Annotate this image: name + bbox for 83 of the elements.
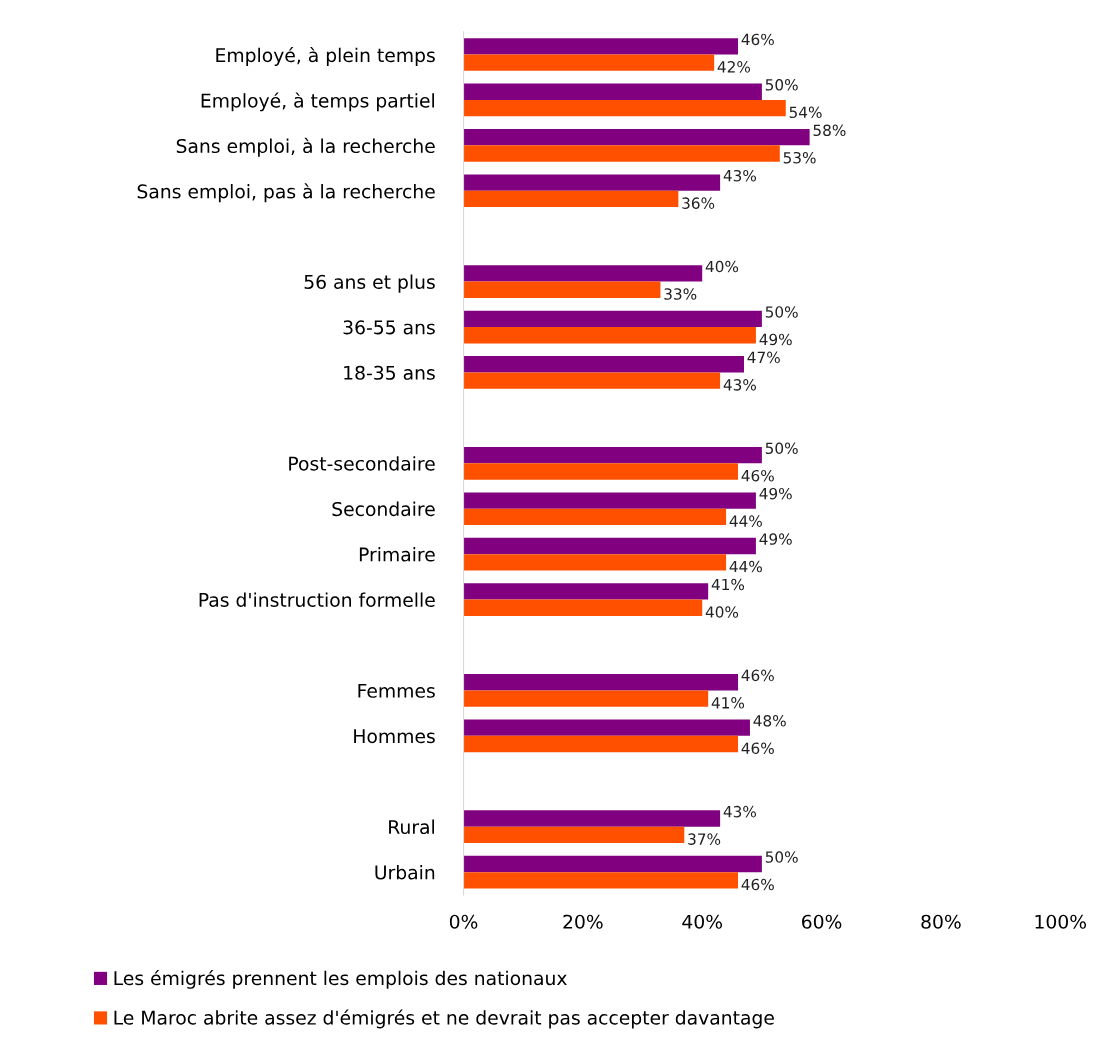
bar [463, 719, 750, 736]
y-tick-label: Rural [389, 819, 434, 835]
bar [463, 356, 744, 373]
y-tick-label: 56 ans et plus [304, 274, 435, 293]
bar [463, 190, 679, 208]
bar [463, 508, 727, 526]
bar [463, 281, 661, 298]
data-label: 46% [741, 469, 774, 482]
data-label: 48% [753, 715, 786, 727]
y-tick-label: Pas d'instruction formelle [199, 592, 435, 607]
y-tick-label: Hommes [354, 729, 435, 744]
y-tick-label: Sans emploi, à la recherche [176, 137, 435, 157]
bar [463, 265, 703, 282]
data-label: 46% [741, 33, 774, 46]
y-tick-label: 18-35 ans [344, 365, 435, 380]
data-label: 47% [747, 351, 780, 364]
bar [463, 174, 721, 191]
y-tick-label: Sans emploi, pas à la recherche [137, 183, 435, 203]
x-tick-label: 0% [449, 914, 478, 929]
data-label: 50% [765, 851, 798, 863]
data-label: 49% [759, 487, 792, 500]
bar [463, 327, 756, 344]
data-label: 44% [729, 515, 762, 527]
bar [463, 145, 780, 162]
data-label: 46% [741, 878, 774, 891]
data-label: 37% [688, 833, 721, 845]
bar [463, 810, 721, 827]
bar [463, 735, 739, 753]
data-label: 33% [664, 288, 697, 300]
bar [463, 537, 756, 555]
data-label: 50% [765, 306, 798, 318]
data-label: 46% [741, 669, 774, 682]
bar [463, 83, 762, 100]
data-label: 41% [711, 697, 745, 709]
bar [463, 128, 810, 146]
bar [463, 54, 715, 71]
y-tick-label: Post-secondaire [289, 456, 435, 471]
bar [463, 872, 739, 889]
data-label: 42% [717, 61, 751, 73]
bar [463, 583, 709, 600]
x-tick-label: 100% [1035, 914, 1087, 929]
legend-label: Le Maroc abrite assez d'émigrés et ne devrait pas accepter davantage [114, 1009, 774, 1029]
data-label: 41% [711, 578, 745, 591]
y-tick-label: Employé, à temps partiel [201, 92, 434, 112]
y-tick-label: 36-55 ans [343, 320, 435, 335]
bar [463, 554, 727, 571]
bar [463, 690, 709, 707]
data-label: 36% [682, 197, 715, 209]
data-label: 44% [729, 560, 762, 573]
bar [463, 463, 739, 480]
data-label: 40% [705, 606, 739, 618]
data-label: 58% [813, 124, 846, 137]
bar [463, 99, 786, 117]
data-label: 46% [741, 742, 774, 755]
bar [463, 446, 762, 464]
x-tick-label: 80% [921, 914, 961, 929]
data-label: 49% [759, 333, 792, 346]
data-label: 54% [789, 106, 822, 119]
y-tick-label: Employé, à plein temps [216, 46, 435, 66]
x-tick-label: 60% [802, 914, 842, 929]
x-tick-label: 20% [563, 914, 603, 929]
data-label: 50% [765, 79, 798, 91]
bar [463, 310, 762, 328]
data-label: 49% [759, 533, 792, 545]
bar [463, 826, 685, 844]
bar [463, 38, 739, 55]
data-label: 43% [723, 805, 757, 818]
y-tick-label: Urbain [375, 865, 435, 880]
data-label: 43% [723, 379, 757, 391]
data-label: 50% [765, 442, 798, 455]
bar [463, 599, 703, 616]
x-tick-label: 40% [682, 914, 723, 929]
y-tick-label: Primaire [359, 547, 435, 562]
data-label: 53% [783, 151, 816, 164]
data-label: 43% [723, 169, 757, 182]
legend-label: Les émigrés prennent les emplois des nationaux [114, 969, 567, 989]
bar [463, 674, 739, 691]
y-tick-label: Femmes [358, 683, 435, 698]
bar [463, 492, 756, 509]
data-label: 40% [705, 260, 739, 273]
bar [463, 855, 762, 873]
y-tick-label: Secondaire [332, 501, 435, 517]
bar [463, 372, 721, 389]
